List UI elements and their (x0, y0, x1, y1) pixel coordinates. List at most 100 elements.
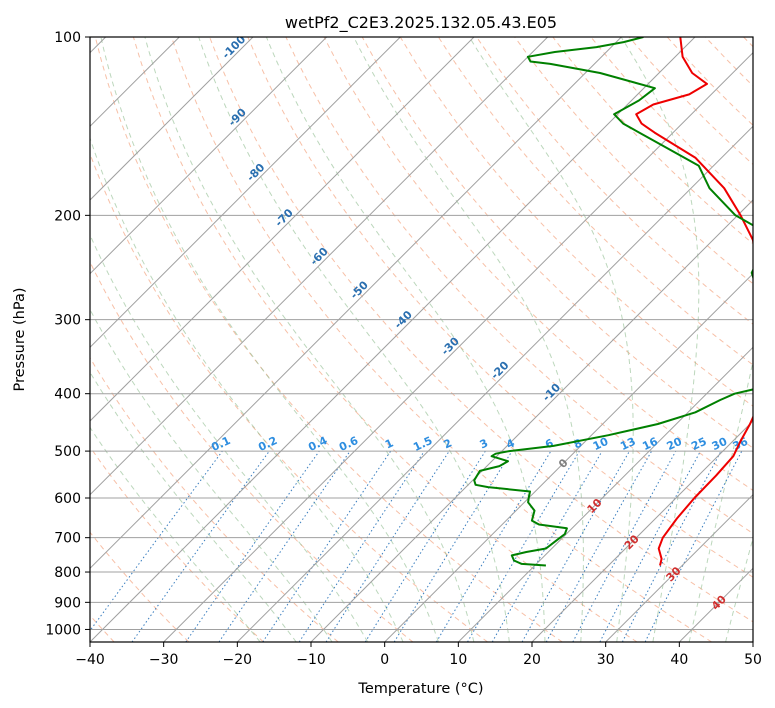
sounding-series (473, 37, 753, 567)
moist-adiabat-label: -30 (439, 334, 462, 357)
dry-adiabat (590, 37, 753, 205)
mixing-ratio-line (131, 450, 270, 642)
grid-lines (90, 37, 753, 642)
moist-adiabat-label: -10 (540, 381, 563, 404)
mixing-ratio-label: 3 (478, 436, 490, 451)
mixing-ratio-label: 13 (618, 435, 637, 453)
mixing-ratio-line (325, 450, 450, 642)
x-axis: −40 −30 −20 −10 0 10 20 30 40 50 (75, 642, 762, 668)
background-lines (90, 37, 753, 642)
temperature-profile (635, 37, 753, 566)
dry-adiabat (476, 37, 753, 325)
moist-adiabat (265, 37, 546, 642)
y-axis-title: Pressure (hPa) (12, 287, 28, 391)
plot-frame (89, 36, 754, 643)
mixing-ratio-line (521, 450, 630, 642)
dewpoint-profile (473, 37, 753, 567)
x-tick-label: 10 (449, 652, 467, 668)
dry-adiabat (399, 37, 753, 407)
mixing-ratio-label: 6 (543, 436, 556, 451)
dry-adiabat (94, 37, 563, 642)
dry-adiabat (437, 37, 753, 366)
mixing-ratio-line (644, 450, 743, 642)
isotherm (90, 37, 622, 570)
moist-adiabat (90, 371, 297, 642)
mixing-ratio-label: 36 (731, 435, 751, 453)
mixing-ratio-line (218, 450, 351, 642)
moist-adiabat (144, 37, 475, 642)
isotherm (236, 125, 753, 642)
isotherm (163, 51, 753, 642)
moist-adiabat (90, 426, 261, 642)
dry-adiabat (90, 356, 339, 642)
dry-adiabat (209, 37, 753, 623)
moist-adiabat-label: -60 (308, 245, 331, 268)
moist-adiabat-label: -70 (273, 206, 296, 229)
x-tick-label: −30 (149, 652, 179, 668)
isotherm (752, 641, 753, 642)
moist-adiabat (688, 358, 753, 642)
mixing-ratio-line (545, 450, 653, 642)
mixing-ratio-label: 25 (689, 435, 708, 453)
isotherm (90, 37, 549, 496)
y-tick-label: 600 (54, 491, 81, 507)
y-tick-label: 900 (54, 595, 81, 611)
isotherm (90, 37, 328, 275)
dry-adiabat (90, 446, 264, 642)
mixing-ratio-line (435, 450, 552, 642)
mixing-ratio-label: 2 (442, 436, 454, 451)
x-axis-title: Temperature (°C) (357, 681, 483, 697)
mixing-ratio-label: 20 (665, 435, 685, 453)
dry-adiabat (361, 37, 753, 449)
mixing-ratio-line (364, 450, 486, 642)
dry-adiabat (704, 37, 753, 87)
mixing-ratio-line (90, 450, 223, 632)
y-tick-label: 800 (54, 565, 81, 581)
chart-title: wetPf2_C2E3.2025.132.05.43.E05 (285, 13, 557, 33)
isotherm (457, 346, 753, 642)
y-tick-label: 100 (54, 30, 81, 46)
dry-adiabat (132, 37, 638, 642)
moist-adiabat (353, 37, 584, 642)
moist-adiabat-label: -80 (244, 161, 267, 184)
isotherm (90, 37, 475, 422)
dry-adiabat (90, 260, 414, 642)
moist-adiabat (90, 308, 333, 642)
moist-adiabat-label: -50 (348, 278, 371, 301)
mixing-ratio-line (572, 450, 677, 642)
dry-adiabat (666, 37, 753, 126)
y-tick-label: 400 (54, 387, 81, 403)
y-tick-label: 200 (54, 208, 81, 224)
mixing-ratio-line (393, 450, 513, 642)
mixing-ratio-label: 10 (591, 435, 611, 453)
isotherm (90, 37, 254, 201)
dry-adiabat (743, 37, 753, 48)
isotherm (678, 567, 753, 642)
mixing-ratio-label: 16 (640, 435, 660, 453)
isotherm (531, 420, 753, 642)
mixing-ratio-label: 30 (710, 435, 730, 453)
y-tick-label: 1000 (45, 622, 81, 638)
dry-adiabat (90, 531, 190, 642)
x-tick-label: 20 (523, 652, 541, 668)
x-tick-label: 0 (380, 652, 389, 668)
y-axis: 100 200 300 400 500 600 700 800 900 1000 (45, 30, 90, 638)
y-tick-label: 500 (54, 444, 81, 460)
mixing-ratio-line (298, 450, 425, 642)
moist-adiabat (90, 136, 404, 642)
y-tick-label: 300 (54, 313, 81, 329)
isotherm (90, 37, 401, 349)
dry-adiabat (90, 152, 488, 642)
moist-adiabat (725, 536, 753, 642)
x-tick-label: 40 (670, 652, 688, 668)
x-tick-label: 30 (597, 652, 615, 668)
moist-adiabat (90, 233, 369, 642)
x-tick-label: 50 (744, 652, 762, 668)
moist-adiabat (468, 37, 634, 642)
x-tick-label: −20 (223, 652, 253, 668)
mixing-ratio-line (262, 450, 392, 642)
dry-adiabat (247, 37, 753, 578)
isotherm (384, 272, 753, 642)
moist-adiabat-label: -20 (488, 359, 511, 382)
